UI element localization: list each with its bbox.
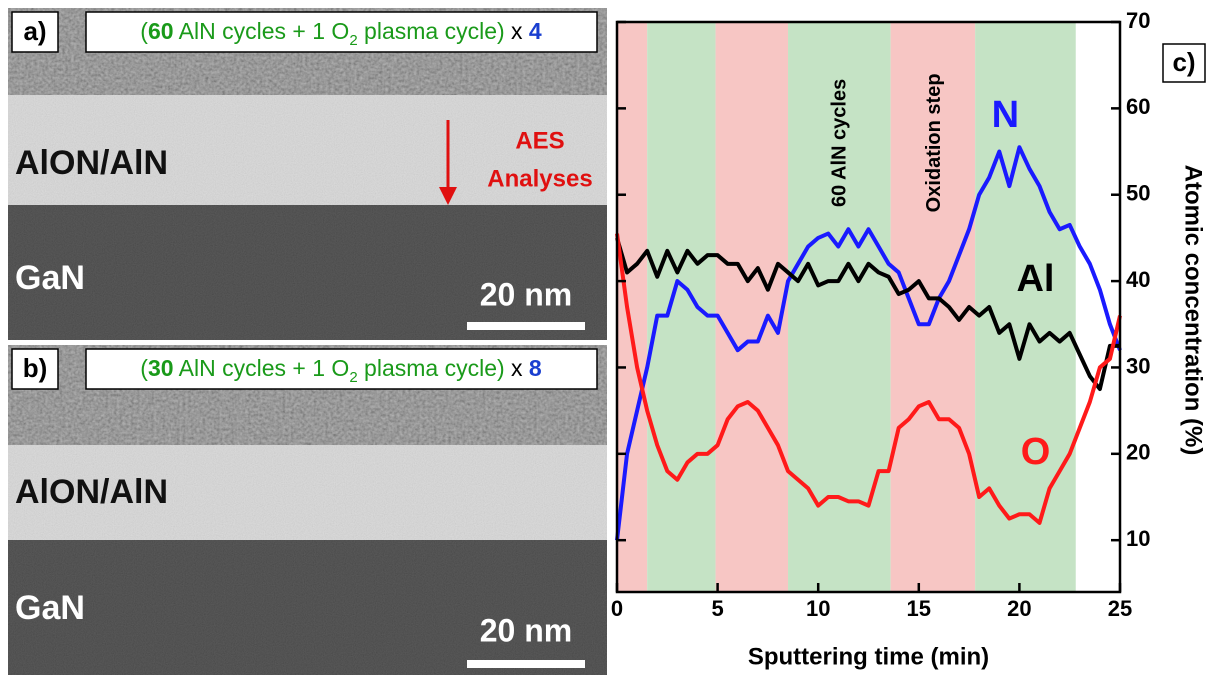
layer-label: AlON/AlN: [15, 144, 168, 182]
heading-part: x: [505, 18, 529, 44]
y-axis-title: Atomic concentration (%): [1180, 165, 1207, 456]
series-line: [615, 145, 1122, 541]
heading-part: 2: [349, 32, 357, 49]
arrow-text: AES: [515, 127, 564, 154]
series-line: [615, 237, 1120, 392]
phase-band: [975, 22, 1076, 592]
y-tick-label: 70: [1126, 8, 1150, 33]
heading-part: (: [140, 355, 148, 381]
y-tick-label: 30: [1126, 353, 1150, 378]
scale-label: 20 nm: [480, 276, 572, 312]
scale-label: 20 nm: [480, 612, 572, 648]
heading-part: x: [505, 355, 529, 381]
annotation: Oxidation step: [923, 73, 945, 212]
heading-box: [85, 348, 598, 390]
scale-bar: [467, 322, 585, 330]
x-tick-label: 10: [806, 596, 830, 621]
image-noise: [8, 95, 607, 340]
tem-panel: a) (60 AlN cycles + 1 O2 plasma cycle) x …: [8, 8, 607, 340]
arrow-text: Analyses: [487, 165, 592, 192]
x-tick-label: 20: [1007, 596, 1031, 621]
heading-part: 4: [529, 18, 542, 44]
x-tick-label: 5: [711, 596, 723, 621]
heading-part: plasma cycle): [358, 18, 505, 44]
x-tick-label: 0: [611, 596, 623, 621]
substrate-label: GaN: [15, 589, 85, 627]
layer-label: AlON/AlN: [15, 473, 168, 511]
x-axis-title: Sputtering time (min): [748, 643, 989, 670]
heading-part: 30: [148, 355, 174, 381]
chart: 0 5 10 15 20 25 10 20 30 40 50 60 70 Sputtering time …: [611, 8, 1207, 671]
panel-label: b): [23, 353, 48, 383]
panel-label-box: [11, 11, 59, 53]
y-tick-label: 10: [1126, 526, 1150, 551]
tem-panel: b) (30 AlN cycles + 1 O2 plasma cycle) x …: [8, 345, 607, 675]
annotation: O: [1021, 431, 1051, 473]
plot-frame: [615, 20, 1122, 594]
scale-bar: [467, 660, 585, 668]
heading-part: 60: [148, 18, 174, 44]
panel-label-box: [1162, 43, 1206, 83]
heading-part: 8: [529, 355, 542, 381]
heading-part: AlN cycles + 1 O: [174, 355, 350, 381]
x-tick-label: 15: [907, 596, 931, 621]
y-tick-label: 60: [1126, 94, 1150, 119]
heading-part: (: [140, 18, 148, 44]
panel-label: a): [23, 16, 46, 46]
panel-label: c): [1172, 47, 1195, 77]
phase-band: [890, 22, 976, 592]
heading-part: plasma cycle): [358, 355, 505, 381]
heading-part: 2: [349, 369, 357, 386]
series-line: [615, 233, 1122, 525]
annotation: N: [992, 94, 1019, 136]
heading-box: [85, 11, 598, 53]
y-tick-label: 40: [1126, 267, 1150, 292]
annotation: Al: [1016, 258, 1054, 300]
heading: (30 AlN cycles + 1 O2 plasma cycle) x 8: [140, 355, 542, 386]
image-noise: [8, 445, 607, 675]
annotation: 60 AlN cycles: [829, 79, 851, 207]
phase-band: [647, 22, 716, 592]
y-tick-label: 50: [1126, 181, 1150, 206]
y-tick-label: 20: [1126, 440, 1150, 465]
heading: (60 AlN cycles + 1 O2 plasma cycle) x 4: [140, 18, 542, 49]
substrate-label: GaN: [15, 259, 85, 297]
panel-label-box: [11, 348, 59, 390]
phase-band: [715, 22, 789, 592]
x-tick-label: 25: [1108, 596, 1132, 621]
heading-part: AlN cycles + 1 O: [174, 18, 350, 44]
